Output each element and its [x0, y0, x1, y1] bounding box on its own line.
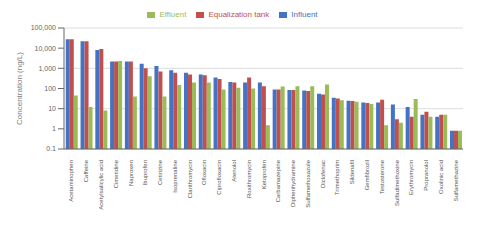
svg-text:Carbamazepine: Carbamazepine: [275, 159, 281, 202]
svg-text:Sulfadimethoxine: Sulfadimethoxine: [394, 159, 400, 206]
html-text:Influent: Influent: [291, 10, 318, 19]
svg-text:Diphenhydramine: Diphenhydramine: [290, 159, 296, 207]
svg-text:1,000: 1,000: [38, 65, 56, 72]
svg-text:Roxithromycin: Roxithromycin: [246, 160, 252, 198]
svg-text:100: 100: [44, 85, 56, 92]
svg-text:Atenolol: Atenolol: [231, 160, 237, 182]
svg-text:Gemfibrozil: Gemfibrozil: [364, 160, 370, 190]
html-text:Equalization tank: Equalization tank: [208, 10, 270, 19]
svg-text:100,000: 100,000: [31, 24, 56, 31]
svg-text:0.1: 0.1: [46, 145, 56, 152]
svg-text:Naproxen: Naproxen: [128, 160, 134, 186]
svg-text:Concentration (ng/L): Concentration (ng/L): [15, 52, 24, 125]
svg-text:Ibuprofen: Ibuprofen: [142, 160, 148, 185]
svg-text:Diclofenac: Diclofenac: [320, 160, 326, 188]
svg-text:Ofloxacin: Ofloxacin: [201, 160, 207, 185]
svg-text:Erythromycin: Erythromycin: [408, 160, 414, 195]
svg-text:Sulfamethazine: Sulfamethazine: [453, 159, 459, 201]
html-text:Effluent: Effluent: [159, 10, 187, 19]
svg-text:Cimetidine: Cimetidine: [113, 159, 119, 188]
svg-text:Acetaminophen: Acetaminophen: [68, 160, 74, 202]
svg-text:Testosterone: Testosterone: [379, 159, 385, 194]
svg-text:Ketoprofen: Ketoprofen: [261, 160, 267, 189]
svg-text:Sildenafil: Sildenafil: [349, 160, 355, 184]
svg-text:Ciprofloxacin: Ciprofloxacin: [216, 160, 222, 195]
svg-text:Clarithromycin: Clarithromycin: [187, 160, 193, 198]
svg-text:Acetylsalicylic acid: Acetylsalicylic acid: [98, 160, 104, 210]
svg-text:1: 1: [52, 125, 56, 132]
svg-text:10,000: 10,000: [35, 45, 57, 52]
svg-text:Sulfamethoxazole: Sulfamethoxazole: [305, 159, 311, 207]
svg-text:Cetirizine: Cetirizine: [157, 159, 163, 185]
svg-text:Isoprenaline: Isoprenaline: [172, 159, 178, 192]
svg-text:Caffeine: Caffeine: [83, 159, 89, 182]
svg-text:Trimethoprim: Trimethoprim: [334, 160, 340, 195]
svg-text:Propranolol: Propranolol: [423, 160, 429, 191]
svg-text:10: 10: [48, 105, 56, 112]
svg-text:Oxolinic acid: Oxolinic acid: [438, 160, 444, 194]
